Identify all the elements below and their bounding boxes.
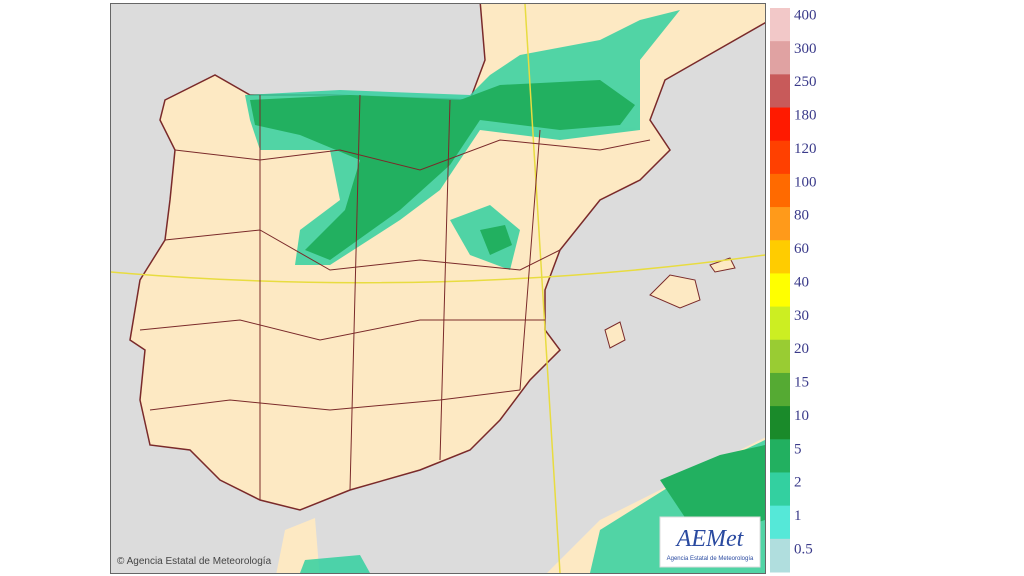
legend-label: 2 bbox=[794, 475, 802, 491]
legend-label: 60 bbox=[794, 241, 809, 257]
latitude-line bbox=[111, 254, 765, 284]
legend-label: 15 bbox=[794, 375, 809, 391]
legend-label: 100 bbox=[794, 174, 817, 190]
logo: AEMet bbox=[675, 526, 745, 552]
legend-label: 30 bbox=[794, 308, 809, 324]
legend-swatch bbox=[770, 107, 790, 142]
legend-label: 0.5 bbox=[794, 541, 813, 557]
legend-label: 250 bbox=[794, 74, 817, 90]
legend: 400 300 250 180 120 100 80 60 40 30 20 15 10 5 2 1 0.5 bbox=[770, 7, 817, 573]
legend-swatch bbox=[770, 8, 790, 42]
logo-subtitle: Agencia Estatal de Meteorología bbox=[667, 556, 754, 562]
legend-label: 80 bbox=[794, 208, 809, 224]
legend-swatch bbox=[770, 505, 790, 540]
legend-label: 1 bbox=[794, 508, 802, 524]
legend-swatch bbox=[770, 538, 790, 573]
logo-box bbox=[659, 516, 761, 568]
legend-swatch bbox=[770, 173, 790, 208]
precip-moderate bbox=[250, 80, 765, 540]
legend-label: 20 bbox=[794, 341, 809, 357]
legend-swatch bbox=[770, 207, 790, 241]
legend-swatch bbox=[770, 439, 790, 473]
legend-swatch bbox=[770, 406, 790, 440]
ibiza bbox=[604, 321, 626, 349]
legend-swatch bbox=[770, 339, 790, 374]
legend-label: 10 bbox=[794, 408, 809, 424]
longitude-line bbox=[524, 4, 561, 573]
legend-swatch bbox=[770, 306, 790, 341]
legend-label: 180 bbox=[794, 108, 817, 124]
africa-west bbox=[276, 518, 320, 573]
legend-swatch bbox=[770, 41, 790, 75]
legend-swatch bbox=[770, 74, 790, 109]
legend-swatch bbox=[770, 472, 790, 507]
legend-swatch bbox=[770, 240, 790, 274]
map-frame bbox=[110, 3, 766, 574]
legend-swatch bbox=[770, 273, 790, 308]
legend-swatch bbox=[770, 372, 790, 407]
legend-label: 40 bbox=[794, 274, 809, 290]
legend-label: 5 bbox=[794, 441, 802, 457]
legend-swatch bbox=[770, 140, 790, 175]
mallorca bbox=[649, 274, 701, 309]
legend-label: 120 bbox=[794, 141, 817, 157]
copyright: © Agencia Estatal de Meteorología bbox=[117, 556, 272, 567]
map: © Agencia Estatal de Meteorología AEMet … bbox=[111, 4, 765, 573]
legend-label: 400 bbox=[794, 7, 817, 23]
legend-label: 300 bbox=[794, 41, 817, 57]
province-borders bbox=[139, 94, 651, 500]
